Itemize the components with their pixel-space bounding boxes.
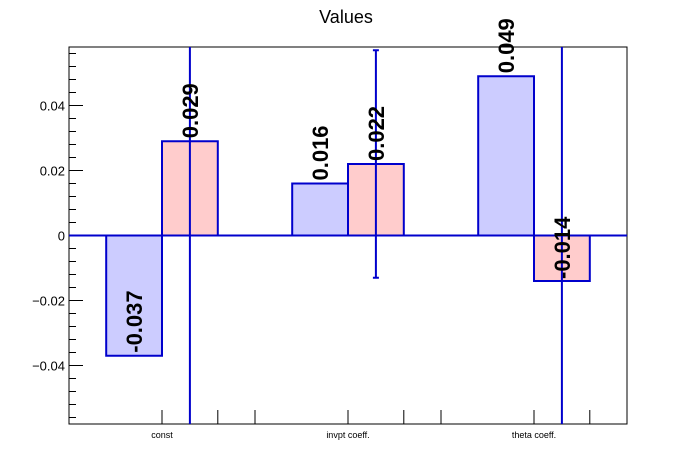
data-label: 0.016 bbox=[308, 125, 333, 180]
x-category-label: theta coeff. bbox=[512, 430, 556, 440]
bar bbox=[291, 182, 350, 237]
y-tick-label: 0.04 bbox=[40, 99, 65, 114]
y-tick-label: −0.04 bbox=[32, 359, 65, 374]
data-label: 0.022 bbox=[364, 106, 389, 161]
data-label: -0.037 bbox=[122, 290, 147, 352]
chart-title: Values bbox=[319, 7, 373, 27]
bar bbox=[477, 75, 536, 237]
data-label: 0.049 bbox=[494, 18, 519, 73]
x-category-label: const bbox=[151, 430, 173, 440]
data-label: 0.029 bbox=[178, 83, 203, 138]
data-label: -0.014 bbox=[550, 216, 575, 279]
y-tick-label: −0.02 bbox=[32, 294, 65, 309]
x-category-label: invpt coeff. bbox=[326, 430, 369, 440]
bar bbox=[105, 234, 163, 357]
y-tick-label: 0.02 bbox=[40, 164, 65, 179]
y-tick-label: 0 bbox=[58, 229, 65, 244]
